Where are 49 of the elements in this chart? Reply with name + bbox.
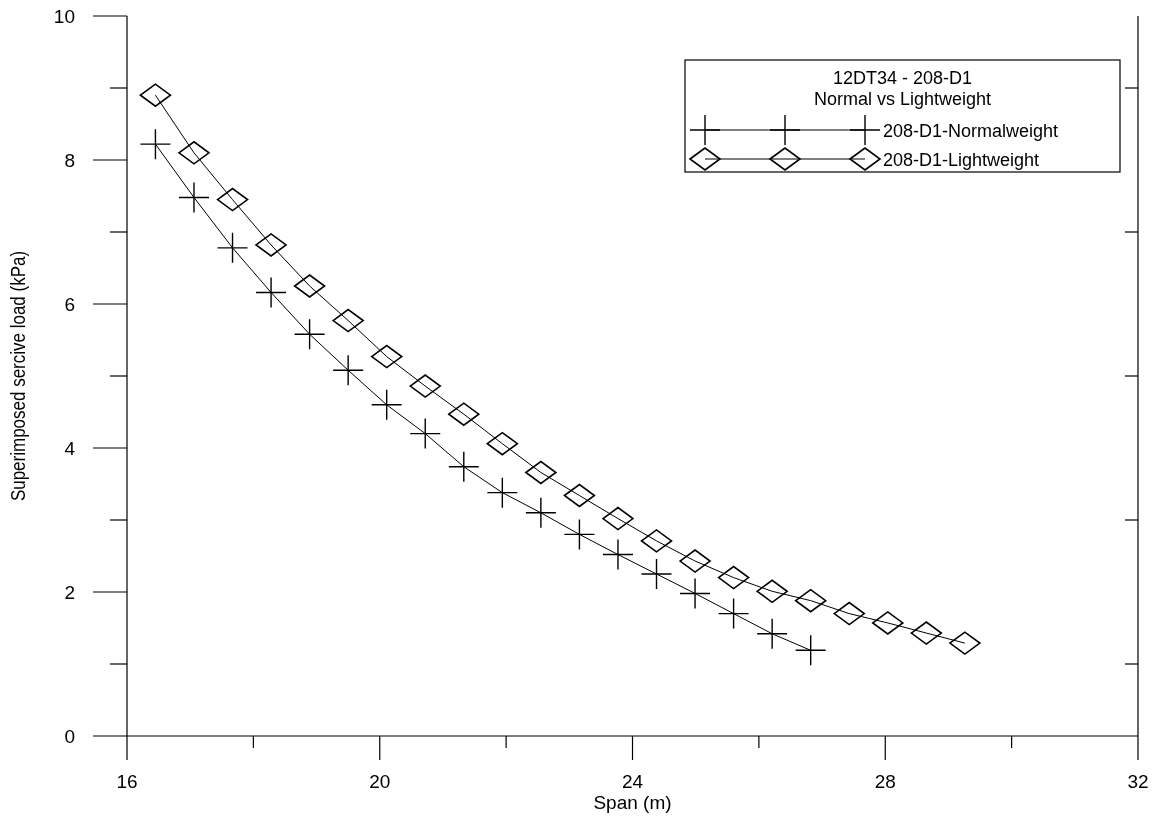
point [871, 611, 904, 635]
point [178, 182, 209, 213]
point [178, 141, 210, 165]
x-tick-label: 16 [116, 771, 138, 792]
point [525, 460, 557, 485]
y-tick-label: 4 [64, 438, 76, 459]
x-axis-title: Span (m) [593, 792, 672, 813]
point [333, 355, 364, 386]
point [332, 308, 364, 333]
y-axis-title: Superimposed sercive load (kPa) [6, 250, 30, 502]
legend-label: 208-D1-Normalweight [883, 121, 1059, 141]
x-tick-label: 32 [1127, 771, 1149, 792]
point [680, 578, 711, 609]
point [139, 83, 172, 107]
point [717, 565, 750, 590]
point [641, 559, 672, 589]
point [140, 129, 171, 160]
point [949, 631, 981, 655]
point [563, 483, 596, 508]
point [910, 621, 943, 645]
point [370, 344, 403, 369]
point [640, 529, 673, 553]
point [409, 374, 442, 398]
point [293, 274, 326, 298]
legend-label: 208-D1-Lightweight [883, 150, 1040, 170]
point [256, 277, 287, 308]
y-tick-label: 10 [53, 6, 75, 27]
y-tick-label: 0 [64, 726, 75, 747]
x-tick-label: 28 [874, 771, 896, 792]
y-tick-label: 8 [64, 150, 75, 171]
y-tick-label: 2 [64, 582, 75, 603]
point [757, 618, 788, 649]
point [486, 431, 519, 456]
point [255, 233, 287, 257]
point [216, 187, 249, 212]
point [756, 579, 788, 604]
point [602, 539, 633, 570]
x-tick-label: 24 [621, 771, 644, 792]
point [371, 389, 402, 420]
y-tick-label: 6 [64, 294, 75, 315]
point [447, 402, 480, 426]
point [794, 588, 827, 613]
point [602, 506, 634, 531]
point [217, 232, 248, 263]
x-tick-label: 20 [369, 771, 391, 792]
point [525, 497, 556, 528]
point [833, 601, 866, 626]
legend-title: 12DT34 - 208-D1 Normal vs Lightweight [813, 68, 992, 109]
point [679, 549, 711, 573]
